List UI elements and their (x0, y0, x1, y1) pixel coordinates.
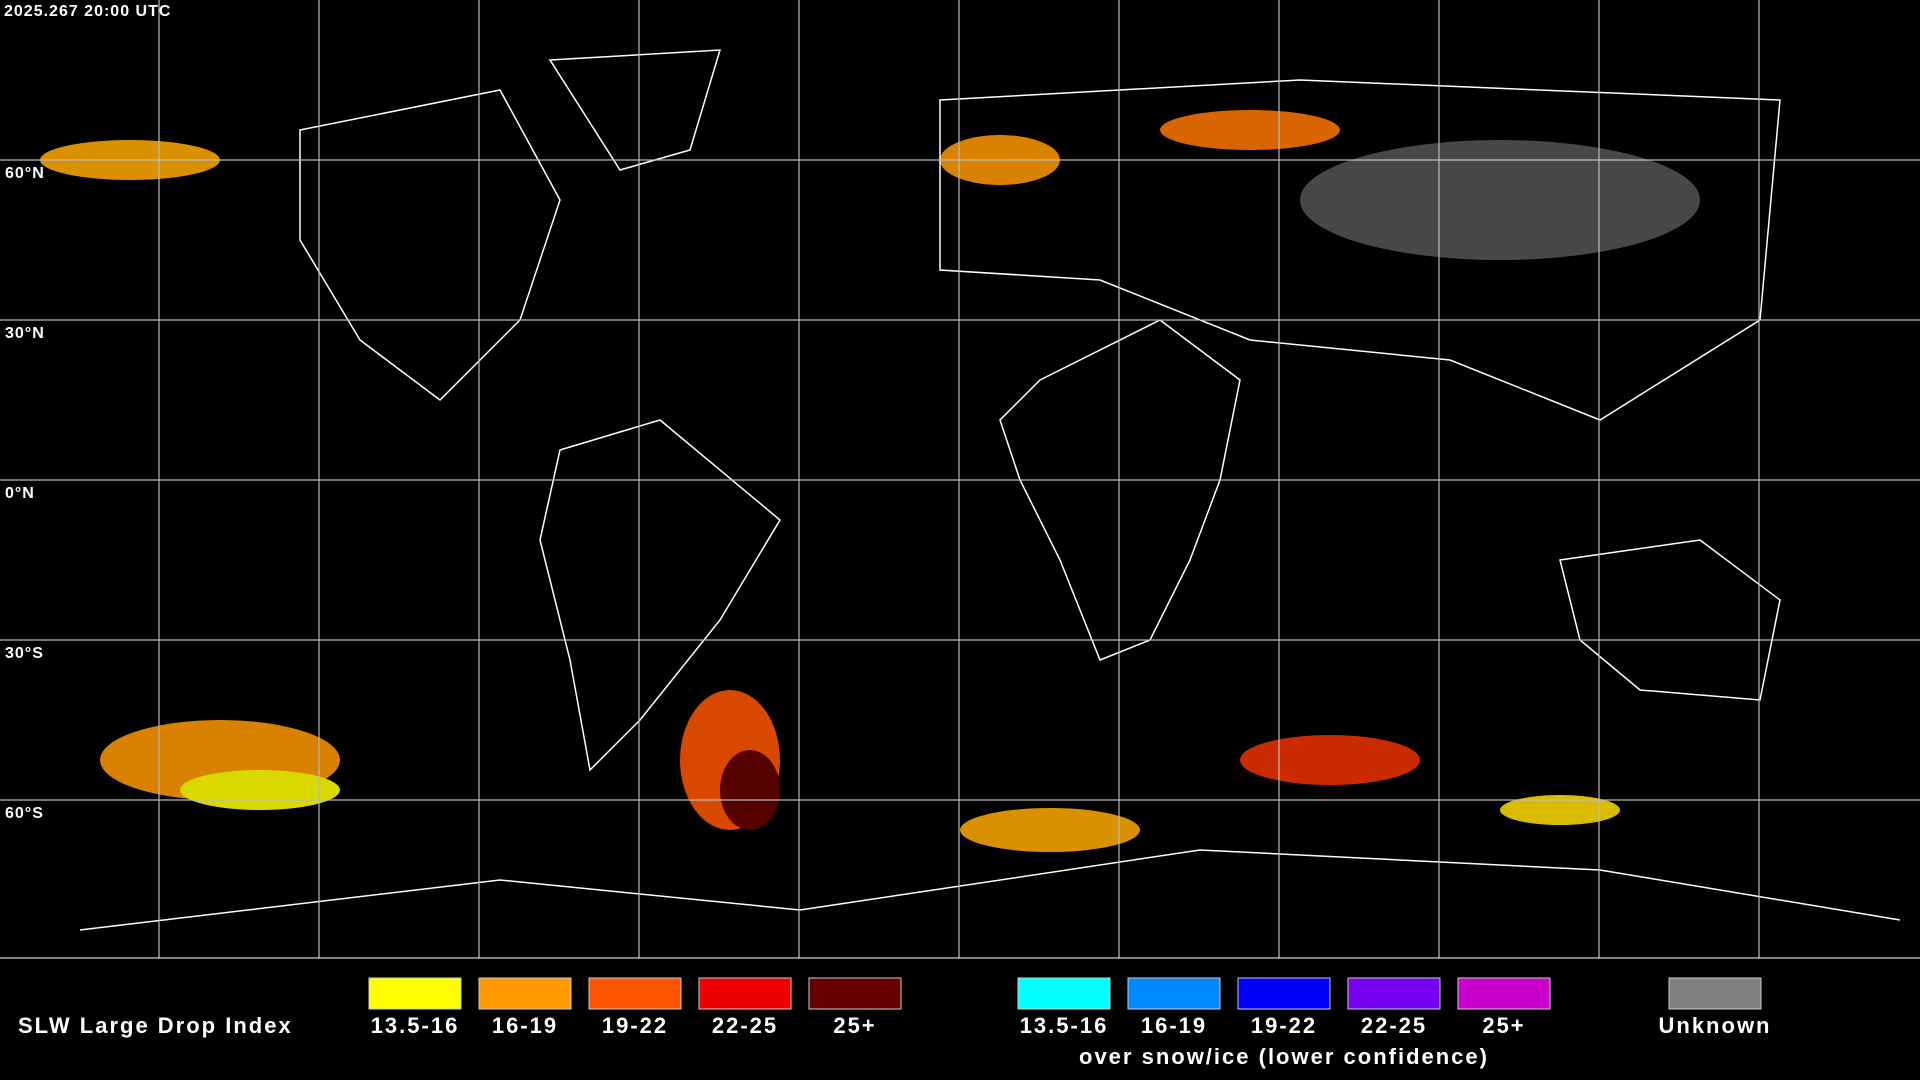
legend-swatch (1017, 977, 1111, 1010)
coastline (939, 79, 1781, 421)
legend-swatch (1457, 977, 1551, 1010)
imagery (40, 110, 1700, 852)
legend-swatch (1127, 977, 1221, 1010)
latitude-label: 60°S (5, 805, 44, 822)
latitude-label: 30°S (5, 645, 44, 662)
legend-label: 22-25 (1361, 1013, 1427, 1038)
legend-label: 22-25 (712, 1013, 778, 1038)
cloud-field (1500, 795, 1620, 825)
legend-label: 16-19 (492, 1013, 558, 1038)
legend-swatch (588, 977, 682, 1010)
cloud-field (180, 770, 340, 810)
coastline (539, 419, 781, 772)
legend-swatch (478, 977, 572, 1010)
legend-swatch (1347, 977, 1441, 1010)
legend-label: 19-22 (1251, 1013, 1317, 1038)
legend: SLW Large Drop Index 13.5-16 16-19 19-22 22-… (18, 977, 1772, 1069)
graticule (0, 0, 1920, 958)
legend-swatch (808, 977, 902, 1010)
legend-title: SLW Large Drop Index (18, 1013, 293, 1038)
latitude-labels: 60°N 30°N 0°N 30°S 60°S (5, 165, 45, 822)
cloud-field (720, 750, 780, 830)
legend-label: 19-22 (602, 1013, 668, 1038)
latitude-label: 0°N (5, 485, 35, 502)
legend-label: 25+ (833, 1013, 876, 1038)
legend-swatch (698, 977, 792, 1010)
legend-caption: over snow/ice (lower confidence) (1079, 1044, 1489, 1069)
cloud-field (1160, 110, 1340, 150)
coastline (548, 49, 722, 171)
legend-label: 13.5-16 (1020, 1013, 1109, 1038)
legend-label: 25+ (1482, 1013, 1525, 1038)
legend-swatch (1237, 977, 1331, 1010)
legend-label: 13.5-16 (371, 1013, 460, 1038)
legend-label: Unknown (1659, 1013, 1772, 1038)
latitude-label: 30°N (5, 325, 45, 342)
legend-swatch (368, 977, 462, 1010)
legend-label: 16-19 (1141, 1013, 1207, 1038)
cloud-field (1300, 140, 1700, 260)
legend-swatch (1668, 977, 1762, 1010)
timestamp: 2025.267 20:00 UTC (4, 3, 171, 20)
latitude-label: 60°N (5, 165, 45, 182)
coastline (299, 89, 561, 401)
coastline (79, 849, 1901, 931)
cloud-field (960, 808, 1140, 852)
cloud-field (1240, 735, 1420, 785)
